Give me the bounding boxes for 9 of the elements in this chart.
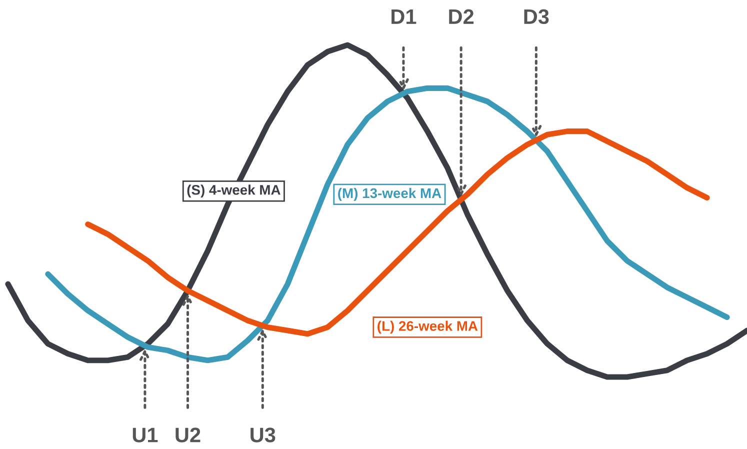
series-label: (S) 4-week MA xyxy=(187,184,280,198)
text: U3 xyxy=(250,428,276,442)
text: D2 xyxy=(449,9,474,24)
text: U1 xyxy=(132,428,158,442)
series-label: (M) 13-week MA xyxy=(338,188,442,201)
text: D3 xyxy=(524,9,549,24)
text: D1 xyxy=(392,9,416,24)
text: (L) 26-week MA xyxy=(378,320,478,334)
text: U2 xyxy=(176,428,200,442)
